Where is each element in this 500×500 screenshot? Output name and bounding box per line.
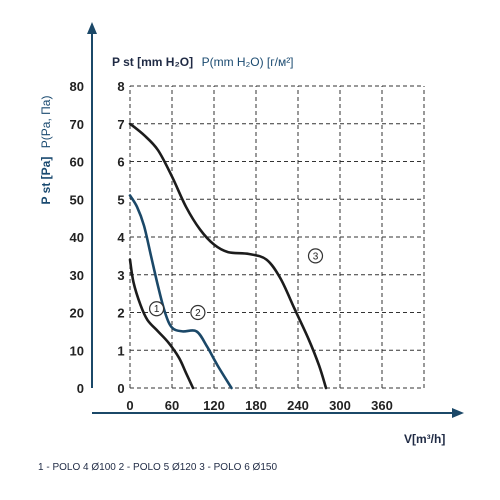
left-tick-label: 80 <box>70 79 84 94</box>
right-tick-labels: 0 1 2 3 4 5 6 7 8 <box>117 79 125 396</box>
left-axis-label-bold: P st [Pa] <box>39 157 53 205</box>
curve-marker-3: 3 <box>307 248 324 264</box>
curve-marker-2: 2 <box>190 304 206 321</box>
right-tick-label: 6 <box>117 155 124 170</box>
x-tick-label: 120 <box>203 398 225 413</box>
marker-label: 2 <box>195 308 201 319</box>
marker-circle <box>307 248 324 264</box>
curve-marker-1: 1 <box>149 301 165 317</box>
left-tick-label: 50 <box>70 192 84 207</box>
curve-2 <box>128 194 233 390</box>
marker-circle <box>149 301 165 317</box>
x-tick-label: 360 <box>371 398 393 413</box>
left-axis-label: P st [Pa] P(Pa, Па) <box>37 96 54 205</box>
curve-markers: 1 2 3 <box>149 248 324 321</box>
right-tick-label: 8 <box>117 79 124 94</box>
left-tick-label: 60 <box>70 155 84 170</box>
left-tick-labels: 0 10 20 30 40 50 60 70 80 <box>70 79 84 396</box>
left-axis-label-extra: P(Pa, Па) <box>39 96 53 149</box>
right-tick-label: 0 <box>117 381 124 396</box>
right-axis-label-bold: P st [mm H₂O] <box>112 55 193 69</box>
x-tick-label: 60 <box>165 398 179 413</box>
left-tick-label: 0 <box>77 381 84 396</box>
right-axis-label: P st [mm H₂O] P(mm H₂O) [г/м²] <box>112 53 294 70</box>
left-tick-label: 70 <box>70 117 84 132</box>
marker-label: 3 <box>313 251 319 262</box>
right-tick-label: 5 <box>117 192 124 207</box>
x-tick-label: 0 <box>126 398 133 413</box>
curve-3 <box>128 122 328 390</box>
x-axis-label: V[m³/h] <box>404 432 445 446</box>
axes <box>87 22 464 418</box>
x-tick-label: 180 <box>245 398 267 413</box>
curve-1 <box>128 258 195 390</box>
x-tick-label: 240 <box>287 398 309 413</box>
legend: 1 - POLO 4 Ø100 2 - POLO 5 Ø120 3 - POLO… <box>38 462 277 473</box>
curves <box>128 122 328 390</box>
left-tick-label: 40 <box>70 230 84 245</box>
left-tick-label: 10 <box>70 343 84 358</box>
x-tick-labels: 0 60 120 180 240 300 360 <box>126 398 392 413</box>
right-tick-label: 7 <box>117 117 124 132</box>
x-axis-arrow <box>452 408 464 418</box>
right-tick-label: 3 <box>117 268 124 283</box>
marker-label: 1 <box>154 304 160 315</box>
right-tick-label: 4 <box>117 230 125 245</box>
left-tick-label: 30 <box>70 268 84 283</box>
right-axis-label-extra: P(mm H₂O) [г/м²] <box>202 55 294 69</box>
y-axis-arrow <box>87 22 97 34</box>
right-tick-label: 2 <box>117 306 124 321</box>
marker-circle <box>190 304 206 321</box>
grid <box>129 85 425 389</box>
x-tick-label: 300 <box>329 398 351 413</box>
left-tick-label: 20 <box>70 306 84 321</box>
right-tick-label: 1 <box>117 343 124 358</box>
